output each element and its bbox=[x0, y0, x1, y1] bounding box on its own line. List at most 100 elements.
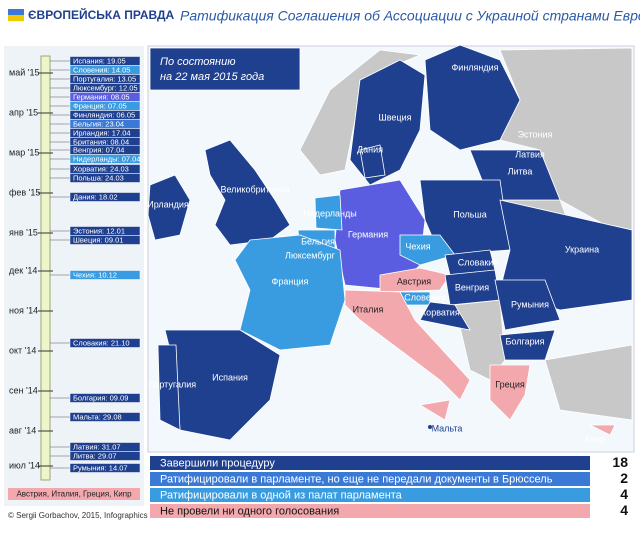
title: Ратификация Соглашения об Ассоциации с У… bbox=[180, 8, 640, 24]
map-caption: на 22 мая 2015 года bbox=[160, 71, 264, 83]
legend-count: 4 bbox=[620, 502, 628, 518]
country-label: Словакия bbox=[458, 257, 499, 267]
entry-label: Эстония: 12.01 bbox=[73, 226, 125, 235]
country bbox=[418, 399, 451, 421]
country bbox=[314, 194, 343, 231]
legend-label: Ратифицировали в одной из палат парламен… bbox=[160, 489, 403, 501]
legend-label: Завершили процедуру bbox=[160, 457, 275, 469]
entry-label: Бельгия: 23.04 bbox=[73, 119, 124, 128]
entry-label: Литва: 29.07 bbox=[73, 451, 117, 460]
country bbox=[419, 301, 471, 331]
country bbox=[147, 174, 191, 241]
entry-box bbox=[69, 463, 141, 473]
country-label: Германия bbox=[348, 229, 388, 239]
entry-box bbox=[69, 412, 141, 422]
country bbox=[234, 234, 346, 351]
country-label: Кипр bbox=[585, 434, 605, 444]
legend-bar bbox=[150, 504, 590, 518]
legend-bar bbox=[150, 472, 590, 486]
country-label: Дания bbox=[357, 144, 383, 154]
month-label: май '15 bbox=[9, 67, 39, 77]
entry-label: Дания: 18.02 bbox=[73, 192, 118, 201]
country bbox=[149, 47, 301, 91]
entry-box bbox=[69, 451, 141, 461]
flag-bottom bbox=[8, 15, 24, 21]
country-label: Латвия bbox=[515, 149, 545, 159]
country-label: Венгрия bbox=[455, 282, 489, 292]
country bbox=[399, 234, 456, 266]
legend-count: 2 bbox=[620, 470, 628, 486]
country-label: Мальта bbox=[432, 423, 463, 433]
malta bbox=[428, 425, 432, 429]
entry-label: Ирландия: 17.04 bbox=[73, 128, 131, 137]
footer: © Sergii Gorbachov, 2015, Infographics bbox=[8, 511, 148, 520]
no-vote-label: Австрия, Италия, Греция, Кипр bbox=[16, 490, 132, 499]
entry-label: Германия: 08.05 bbox=[73, 92, 130, 101]
entry-label: Словения: 14.05 bbox=[73, 65, 130, 74]
map bbox=[147, 44, 633, 441]
country-label: Великобритания bbox=[220, 184, 289, 194]
country-label: Хорватия bbox=[420, 307, 460, 317]
entry-box bbox=[69, 270, 141, 280]
country-label: Люксембург bbox=[285, 250, 336, 260]
month-label: фев '15 bbox=[9, 187, 40, 197]
month-label: дек '14 bbox=[9, 265, 37, 275]
entry-label: Мальта: 29.08 bbox=[73, 412, 122, 421]
month-label: июл '14 bbox=[9, 460, 40, 470]
country-label: Бельгия bbox=[301, 236, 335, 246]
country bbox=[589, 424, 616, 436]
entry-box bbox=[69, 154, 141, 164]
country-label: Швеция bbox=[379, 112, 412, 122]
entry-label: Польша: 24.03 bbox=[73, 173, 124, 182]
entry-box bbox=[69, 393, 141, 403]
month-label: янв '15 bbox=[9, 227, 38, 237]
entry-label: Болгария: 09.09 bbox=[73, 393, 128, 402]
entry-label: Румыния: 14.07 bbox=[73, 463, 128, 472]
map-caption: По состоянию bbox=[160, 56, 236, 68]
country-label: Ирландия bbox=[147, 199, 189, 209]
entry-box bbox=[69, 235, 141, 245]
country bbox=[359, 144, 386, 179]
country-label: Украина bbox=[565, 244, 599, 254]
entry-box bbox=[69, 338, 141, 348]
country-label: Болгария bbox=[506, 336, 545, 346]
legend-bar bbox=[150, 488, 590, 502]
entry-label: Финляндия: 06.05 bbox=[73, 110, 135, 119]
country-label: Финляндия bbox=[451, 62, 498, 72]
entry-box bbox=[69, 173, 141, 183]
legend-label: Ратифицировали в парламенте, но еще не п… bbox=[160, 473, 553, 485]
entry-label: Испания: 19.05 bbox=[73, 56, 126, 65]
no-vote-box bbox=[8, 488, 140, 500]
country-label: Италия bbox=[353, 304, 384, 314]
month-label: мар '15 bbox=[9, 147, 39, 157]
country bbox=[489, 364, 531, 421]
legend-count: 18 bbox=[612, 454, 628, 470]
country-label: Франция bbox=[272, 276, 309, 286]
entry-label: Португалия: 13.05 bbox=[73, 74, 136, 83]
entry-box bbox=[69, 192, 141, 202]
entry-label: Латвия: 31.07 bbox=[73, 442, 121, 451]
country-label: Польша bbox=[453, 209, 486, 219]
country-label: Литва bbox=[508, 166, 533, 176]
entry-label: Франция: 07.05 bbox=[73, 101, 127, 110]
country-label: Чехия bbox=[405, 241, 430, 251]
country bbox=[344, 289, 471, 401]
country-label: Греция bbox=[495, 379, 525, 389]
country bbox=[157, 344, 181, 431]
country-label: Португалия bbox=[148, 379, 196, 389]
entry-label: Словакия: 21.10 bbox=[73, 338, 130, 347]
timeline-bar bbox=[40, 55, 51, 481]
country-label: Румыния bbox=[511, 299, 549, 309]
month-label: сен '14 bbox=[9, 385, 38, 395]
country-label: Эстония bbox=[518, 129, 553, 139]
legend-count: 4 bbox=[620, 486, 628, 502]
entry-label: Британия: 08.04 bbox=[73, 137, 129, 146]
country bbox=[424, 44, 521, 151]
entry-label: Нидерланды: 07.04 bbox=[73, 154, 140, 163]
country-label: Нидерланды bbox=[303, 208, 356, 218]
entry-label: Швеция: 09.01 bbox=[73, 235, 123, 244]
month-label: авг '14 bbox=[9, 425, 36, 435]
logo: ЄВРОПЕЙСЬКА ПРАВДА bbox=[28, 7, 175, 22]
month-label: ноя '14 bbox=[9, 305, 38, 315]
